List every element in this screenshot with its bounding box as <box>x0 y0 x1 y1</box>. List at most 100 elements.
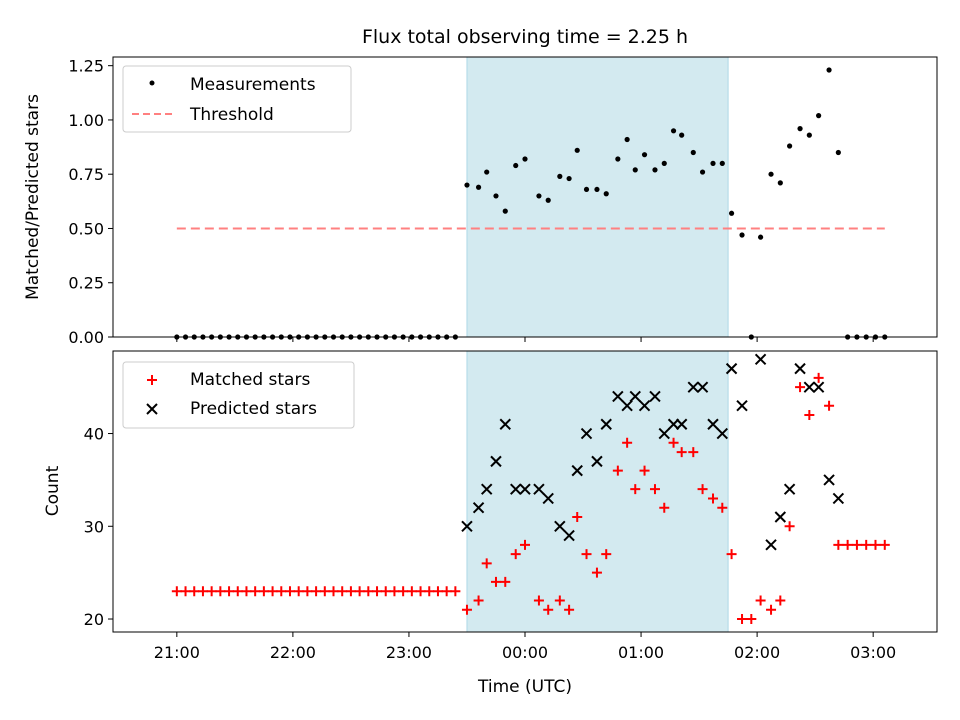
matched-star-point <box>206 586 217 597</box>
matched-star-point <box>481 558 492 569</box>
matched-star-point <box>224 586 235 597</box>
x-tick-label: 22:00 <box>270 643 316 662</box>
matched-star-point <box>766 604 777 615</box>
predicted-star-point <box>765 539 777 551</box>
measurement-point <box>522 156 528 162</box>
bottom-legend: Matched stars Predicted stars <box>122 361 355 429</box>
matched-star-point <box>784 521 795 532</box>
matched-star-point <box>354 586 365 597</box>
matched-star-point <box>630 484 641 495</box>
bottom-observing-window <box>466 350 729 633</box>
matched-star-point <box>319 586 330 597</box>
predicted-star-point <box>600 418 612 430</box>
matched-star-point <box>564 604 575 615</box>
measurement-point <box>475 184 482 190</box>
predicted-star-point <box>510 483 522 495</box>
measurement-point <box>710 160 716 166</box>
predicted-star-point <box>707 418 719 430</box>
predicted-star-point <box>472 502 485 514</box>
top-y-tick-label: 0.75 <box>68 165 104 184</box>
matched-star-point <box>461 604 472 615</box>
measurement-point <box>545 197 551 203</box>
matched-star-point <box>639 465 650 476</box>
matched-star-point <box>232 586 243 597</box>
matched-star-point <box>879 539 890 550</box>
predicted-star-point <box>736 400 748 412</box>
top-legend: Measurements Threshold <box>122 65 352 133</box>
matched-star-point <box>688 447 699 458</box>
predicted-star-point <box>629 390 641 403</box>
matched-star-point <box>500 576 511 587</box>
matched-star-point <box>543 604 554 615</box>
measurement-point <box>557 173 563 179</box>
predicted-star-point <box>725 362 738 375</box>
matched-star-point <box>572 512 583 523</box>
matched-star-point <box>533 595 544 606</box>
matched-star-point <box>189 586 200 597</box>
measurement-point <box>566 175 572 182</box>
matched-star-point <box>676 447 687 458</box>
measurement-point <box>484 169 490 175</box>
legend-measurements-label: Measurements <box>190 75 316 95</box>
measurement-point <box>719 160 725 166</box>
matched-star-point <box>554 595 565 606</box>
matched-star-point <box>659 502 670 513</box>
measurement-point <box>835 149 841 156</box>
top-panel: 0.00 0.25 0.50 0.75 1.00 1.25 Measurements Th… <box>68 56 938 347</box>
matched-star-point <box>215 586 226 597</box>
matched-star-point <box>389 586 400 597</box>
legend-predicted-marker <box>146 403 158 415</box>
figure-title: Flux total observing time = 2.25 h <box>362 26 688 48</box>
legend-threshold-label: Threshold <box>189 105 274 125</box>
measurement-point <box>464 182 470 188</box>
matched-star-point <box>197 586 208 597</box>
matched-star-point <box>415 586 426 597</box>
matched-star-point <box>622 437 633 448</box>
matched-star-point <box>755 595 766 606</box>
predicted-star-point <box>591 455 603 468</box>
x-tick-label: 02:00 <box>734 643 780 662</box>
matched-star-point <box>441 586 452 597</box>
matched-star-point <box>267 586 278 597</box>
matched-star-point <box>510 549 521 560</box>
bottom-panel: 20 30 40 21:00 22:00 23:00 00:00 01:00 02:00 03:0… <box>84 350 938 662</box>
predicted-star-point <box>687 381 699 393</box>
measurement-point <box>777 180 783 186</box>
matched-star-point <box>804 409 815 420</box>
measurement-point <box>826 67 832 73</box>
matched-star-point <box>171 586 182 597</box>
top-y-tick-label: 1.00 <box>68 111 104 130</box>
matched-star-point <box>581 549 592 560</box>
predicted-star-point <box>554 520 566 532</box>
predicted-star-point <box>480 483 493 495</box>
bottom-legend-box <box>122 361 355 429</box>
x-tick-label: 23:00 <box>386 643 432 662</box>
matched-star-point <box>775 595 786 606</box>
legend-matched-marker <box>147 375 157 385</box>
matched-star-point <box>490 576 501 587</box>
matched-star-point <box>398 586 409 597</box>
predicted-star-point <box>675 418 688 430</box>
predicted-star-point <box>519 483 531 495</box>
top-y-tick-label: 0.25 <box>68 274 104 293</box>
matched-star-point <box>591 567 602 578</box>
predicted-star-point <box>716 427 729 440</box>
matched-star-point <box>833 539 844 550</box>
matched-star-point <box>737 614 748 625</box>
predicted-star-point <box>649 390 661 403</box>
matched-star-point <box>746 614 757 625</box>
measurement-point <box>699 169 706 175</box>
measurement-point <box>652 167 658 173</box>
matched-star-point <box>363 586 374 597</box>
measurement-point <box>787 143 793 149</box>
matched-star-point <box>250 586 261 597</box>
matched-star-point <box>302 586 313 597</box>
measurement-point <box>661 160 667 166</box>
x-tick-label: 03:00 <box>850 643 896 662</box>
bottom-y-axis-label: Count <box>43 465 63 516</box>
matched-star-point <box>717 502 728 513</box>
measurement-point <box>670 128 677 134</box>
measurement-point <box>632 167 638 173</box>
top-y-tick-label: 0.00 <box>68 328 104 347</box>
predicted-star-point <box>571 464 583 477</box>
